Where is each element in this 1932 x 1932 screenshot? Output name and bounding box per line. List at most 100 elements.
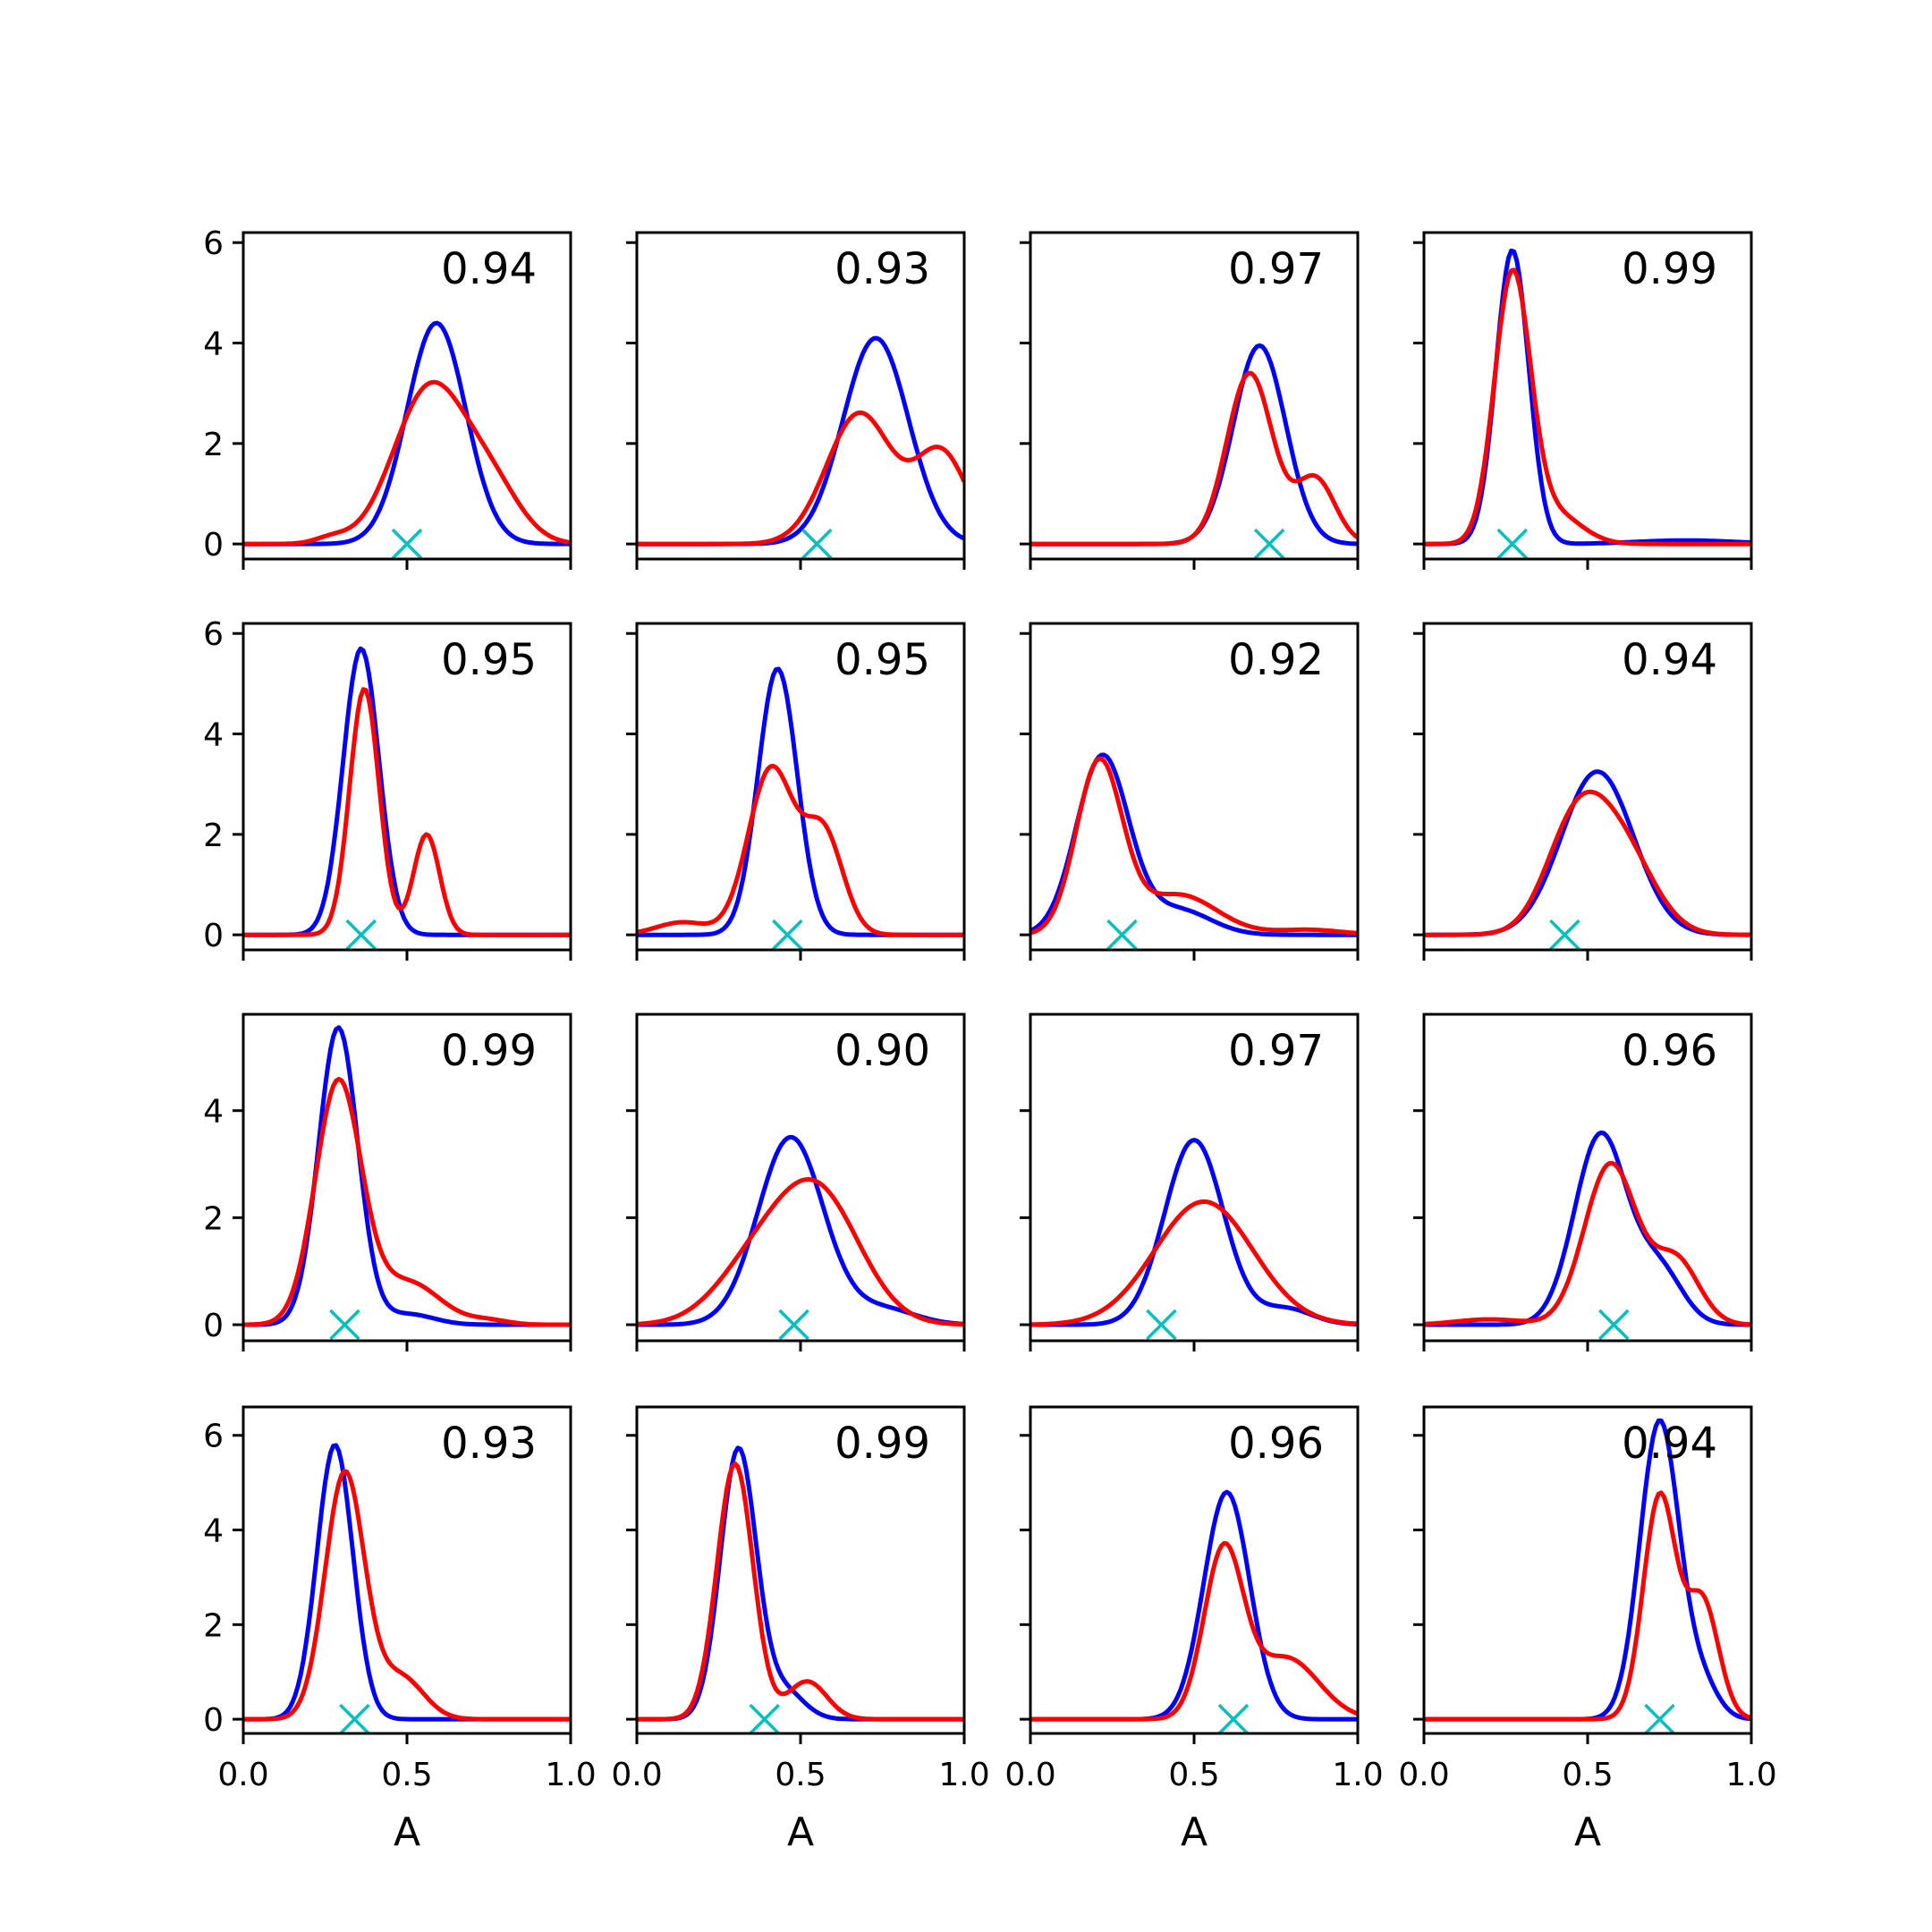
red-curve [1030,370,1358,547]
x-tick-label: 0.0 [217,1757,268,1793]
panel-value-label: 0.96 [1622,1026,1717,1076]
x-axis-label: A [1181,1809,1208,1855]
blue-curve [637,1134,964,1327]
panel-13: 0 2 4 6 0.0 0.5 1.0 A 0.93 [203,1405,597,1855]
y-tick-label: 0 [203,1308,224,1344]
y-tick-label: 4 [203,717,224,754]
panel-15: 0.0 0.5 1.0 A 0.96 [1004,1405,1384,1855]
panel-3: 0.97 [1020,231,1360,570]
blue-curve [1030,343,1358,547]
x-tick-label: 1.0 [1725,1757,1776,1793]
blue-curve [1424,248,1751,547]
x-axis-label: A [787,1809,814,1855]
x-tick-label: 0.5 [1168,1757,1219,1793]
panel-value-label: 0.94 [1622,1419,1717,1469]
y-tick-label: 2 [203,818,224,854]
panel-value-label: 0.93 [835,244,930,294]
panel-value-label: 0.95 [441,635,537,685]
panel-value-label: 0.92 [1228,635,1324,685]
panel-5: 0 2 4 6 0.95 [203,616,572,961]
x-tick-label: 1.0 [1332,1757,1383,1793]
x-tick-label: 0.0 [1398,1757,1449,1793]
panel-value-label: 0.99 [1622,244,1717,294]
panel-value-label: 0.99 [441,1026,537,1076]
y-tick-label: 4 [203,326,224,363]
blue-curve [1424,769,1751,937]
true-value-marker [1496,528,1529,560]
panel-14: 0.0 0.5 1.0 A 0.99 [611,1405,990,1855]
true-value-marker [1598,1309,1630,1341]
true-value-marker [339,1703,370,1735]
y-tick-label: 4 [203,1513,224,1550]
true-value-marker [345,919,377,951]
blue-curve [1424,1130,1751,1327]
y-tick-label: 6 [203,1419,224,1455]
red-curve [1030,1540,1358,1722]
true-value-marker [1253,528,1285,560]
x-axis-label: A [1574,1809,1601,1855]
blue-curve [1030,1138,1358,1327]
red-curve [243,379,571,547]
true-value-marker [749,1703,780,1735]
true-value-marker [391,528,423,560]
panel-value-label: 0.94 [1622,635,1717,685]
panel-9: 0 2 4 0.99 [203,1013,572,1352]
red-curve [243,687,571,937]
y-tick-label: 2 [203,1607,224,1644]
y-tick-label: 0 [203,527,224,564]
red-curve [1030,1199,1358,1327]
red-curve [1424,789,1751,937]
panel-2: 0.93 [626,231,966,570]
red-curve [1424,1160,1751,1327]
red-curve [637,763,964,937]
true-value-marker [1217,1703,1250,1735]
x-axis-label: A [394,1809,420,1855]
red-curve [637,1461,964,1722]
true-value-marker [1644,1703,1675,1735]
panel-10: 0.90 [626,1013,966,1352]
panel-7: 0.92 [1020,622,1360,961]
y-tick-label: 2 [203,1200,224,1237]
y-tick-label: 2 [203,427,224,463]
panel-value-label: 0.90 [835,1026,930,1076]
panel-4: 0.99 [1413,231,1753,570]
x-tick-label: 0.0 [611,1757,662,1793]
red-curve [243,1076,571,1327]
panel-value-label: 0.94 [441,244,537,294]
blue-curve [637,666,964,937]
true-value-marker [778,1309,809,1341]
y-tick-label: 6 [203,225,224,262]
true-value-marker [1106,919,1138,951]
red-curve [1424,267,1751,547]
panel-value-label: 0.97 [1228,244,1324,294]
x-tick-label: 1.0 [938,1757,989,1793]
panel-value-label: 0.93 [441,1419,537,1469]
blue-curve [1030,752,1358,937]
x-tick-label: 0.5 [775,1757,826,1793]
y-tick-label: 0 [203,918,224,954]
true-value-marker [801,528,833,560]
panel-value-label: 0.97 [1228,1026,1324,1076]
panel-value-label: 0.95 [835,635,930,685]
panel-1: 0 2 4 6 0.94 [203,225,572,570]
true-value-marker [772,919,803,951]
x-tick-label: 0.5 [381,1757,432,1793]
true-value-marker [329,1309,360,1341]
panel-value-label: 0.99 [835,1419,930,1469]
panel-12: 0.96 [1413,1013,1753,1352]
red-curve [1424,1490,1751,1722]
x-tick-label: 0.0 [1004,1757,1055,1793]
red-curve [637,1177,964,1327]
red-curve [1030,756,1358,936]
y-tick-label: 6 [203,616,224,653]
x-tick-label: 1.0 [545,1757,596,1793]
panel-value-label: 0.96 [1228,1419,1324,1469]
red-curve [243,1469,571,1722]
panel-16: 0.0 0.5 1.0 A 0.94 [1398,1405,1777,1855]
panel-8: 0.94 [1413,622,1753,961]
blue-curve [637,1445,964,1722]
blue-curve [1030,1489,1358,1722]
true-value-marker [1549,919,1580,951]
x-tick-label: 0.5 [1562,1757,1613,1793]
